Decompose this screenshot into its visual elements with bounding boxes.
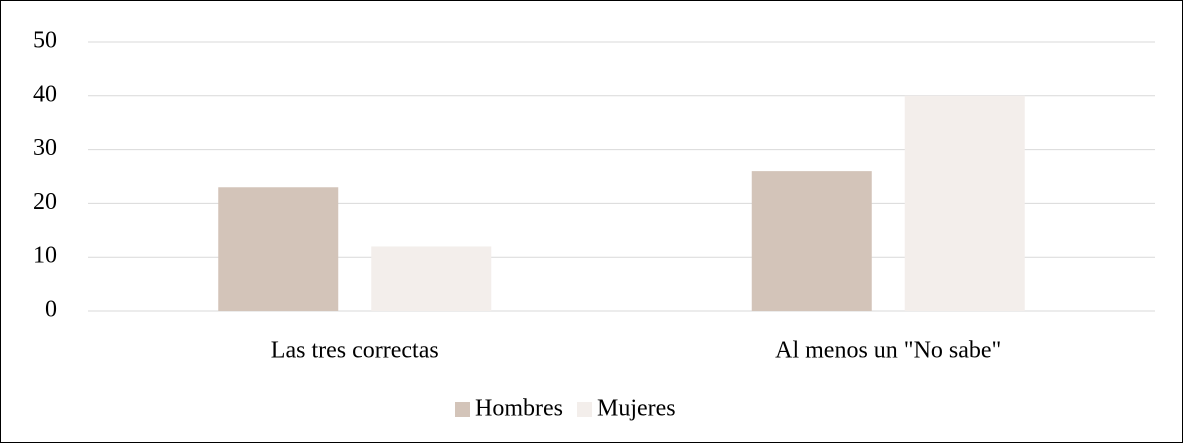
legend-swatch bbox=[576, 402, 592, 417]
y-tick-label: 10 bbox=[33, 243, 57, 269]
bar bbox=[751, 171, 872, 311]
y-tick-label: 20 bbox=[33, 189, 57, 215]
x-tick-label: Las tres correctas bbox=[271, 338, 439, 364]
y-tick-label: 40 bbox=[33, 81, 57, 107]
y-tick-label: 50 bbox=[33, 28, 57, 54]
bar bbox=[218, 187, 339, 311]
legend-swatch bbox=[455, 402, 470, 417]
bar bbox=[904, 95, 1025, 311]
legend-label: Hombres bbox=[475, 396, 563, 422]
legend-label: Mujeres bbox=[597, 396, 676, 422]
bar bbox=[371, 246, 492, 311]
x-tick-label: Al menos un "No sabe" bbox=[775, 338, 1001, 364]
y-tick-label: 30 bbox=[33, 135, 57, 161]
y-tick-label: 0 bbox=[45, 297, 57, 323]
